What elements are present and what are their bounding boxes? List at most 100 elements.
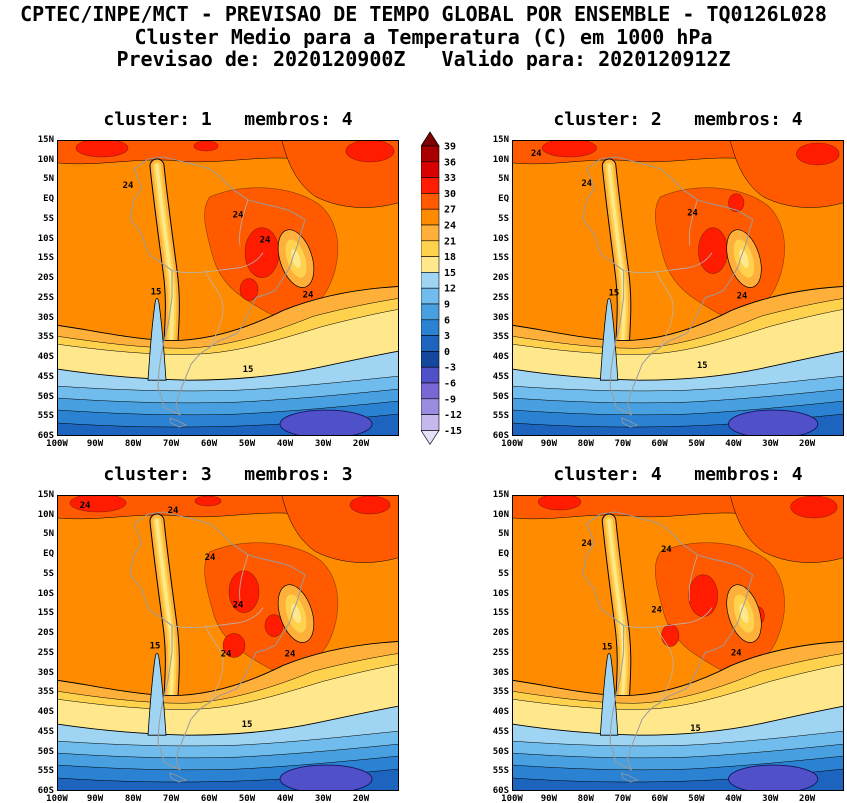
lat-tick-label: 20S [492, 273, 509, 284]
colorbar-tick-label: 24 [444, 221, 456, 232]
contour-label: 24 [303, 290, 314, 300]
lat-tick-label: 40S [492, 352, 509, 363]
lat-tick-label: 10N [37, 509, 54, 520]
lon-tick-label: 30W [314, 794, 332, 803]
temperature-map: 24 24 24 24 24 24 15 15 [58, 496, 398, 790]
contour-label: 15 [602, 642, 613, 652]
coastal-cool-patch [726, 229, 762, 288]
lat-tick-label: 50S [492, 391, 509, 402]
contour-label: 24 [687, 209, 698, 219]
lon-tick-label: 30W [314, 439, 332, 449]
lat-tick-label: 5N [43, 174, 54, 185]
tierra-del-fuego-coastline [169, 772, 188, 783]
hot-spot [698, 227, 728, 274]
lat-tick-label: 25S [37, 647, 54, 658]
colorbar-cell [420, 351, 440, 368]
cluster-panel-1: cluster: 1 membros: 4 24 24 24 24 15 15 15N 10… [38, 109, 399, 449]
hot-spot [228, 570, 260, 613]
lat-tick-label: 60S [492, 786, 509, 796]
lon-tick-label: 90W [540, 439, 557, 449]
lon-tick-label: 80W [124, 439, 142, 449]
contour-label: 24 [221, 649, 232, 659]
panel-title: cluster: 1 membros: 4 [103, 109, 353, 130]
lon-tick-label: 60W [651, 439, 668, 449]
cold-pool [279, 764, 373, 790]
colorbar-tick-label: 0 [444, 347, 450, 358]
colorbar-tick-label: 12 [444, 284, 456, 295]
lat-tick-label: 15N [37, 490, 54, 500]
lat-tick-label: 45S [492, 726, 509, 737]
lat-tick-label: 40S [37, 352, 54, 363]
lon-tick-label: 100W [501, 439, 523, 449]
hot-spot [193, 141, 219, 152]
coastal-cool-patch [726, 584, 762, 643]
lat-tick-label: 30S [492, 312, 509, 323]
cold-pool [279, 409, 373, 435]
lat-tick-label: EQ [43, 549, 54, 560]
lat-tick-label: 10S [37, 588, 54, 599]
colorbar-cell [420, 193, 440, 210]
contour-label: 15 [690, 724, 701, 734]
country-borders [623, 199, 713, 348]
country-borders [171, 199, 264, 348]
lon-tick-label: 80W [577, 794, 594, 803]
colorbar-legend: 39 36 33 30 27 24 21 18 15 12 9 6 3 0 -3 -6 -9 -12 -15 [420, 131, 483, 453]
lat-tick-label: 5S [43, 568, 54, 579]
lat-tick-label: 20S [37, 273, 54, 284]
temperature-map: 24 24 24 24 15 15 [58, 141, 398, 435]
lat-tick-label: 25S [492, 292, 509, 303]
hot-spot [541, 141, 597, 158]
coastal-cool-patch [277, 229, 315, 288]
contour-label: 24 [168, 506, 179, 516]
contour-label: 24 [731, 648, 742, 658]
hot-spot [537, 496, 582, 511]
hot-spot [239, 278, 259, 301]
colorbar-cell [420, 366, 440, 384]
hot-spot [75, 141, 129, 158]
lat-tick-label: 10S [492, 588, 509, 599]
colorbar-tick-label: 21 [444, 236, 456, 247]
lat-tick-label: 15N [492, 135, 509, 145]
colorbar-cell [420, 287, 440, 305]
cold-pool [728, 409, 819, 435]
contour-label: 24 [737, 291, 748, 301]
cool-tongue [147, 652, 167, 736]
hot-spot [264, 614, 284, 637]
lon-tick-label: 40W [276, 439, 294, 449]
lon-tick-label: 90W [86, 439, 104, 449]
contour-label: 24 [80, 501, 91, 511]
colorbar-cell [420, 177, 440, 194]
lon-tick-label: 60W [200, 439, 218, 449]
lat-tick-label: 5N [498, 174, 509, 185]
colorbar-tick-label: 36 [444, 157, 456, 168]
contour-label: 24 [233, 211, 244, 221]
hot-spot [728, 193, 745, 213]
lat-tick-label: 5S [498, 568, 509, 579]
colorbar-tick-label: -15 [444, 426, 462, 437]
contour-label: 24 [205, 553, 216, 563]
contour-label: 24 [123, 181, 134, 191]
colorbar-cell [420, 256, 440, 273]
contour-label: 24 [661, 545, 672, 555]
colorbar-tick-label: 33 [444, 173, 456, 184]
coastal-cool-patch [277, 584, 315, 643]
lat-tick-label: 15N [37, 135, 54, 145]
lat-tick-label: 5N [43, 529, 54, 540]
lon-tick-label: 70W [614, 439, 631, 449]
contour-label: 15 [242, 720, 253, 730]
colorbar-cell [420, 319, 440, 336]
lat-tick-label: 55S [37, 766, 54, 777]
lat-tick-label: 35S [492, 332, 509, 343]
colorbar-cell [420, 224, 440, 242]
lat-tick-label: 15S [37, 253, 54, 264]
colorbar-cell [420, 272, 440, 289]
lon-tick-label: 40W [276, 794, 294, 803]
colorbar-cell [420, 335, 440, 352]
tierra-del-fuego-coastline [621, 417, 639, 428]
lon-tick-label: 70W [614, 794, 631, 803]
colorbar-cell [420, 303, 440, 321]
lat-tick-label: 15S [492, 608, 509, 619]
hot-spot [69, 496, 127, 513]
lon-tick-label: 20W [798, 439, 816, 449]
lat-tick-label: 10N [37, 154, 54, 165]
